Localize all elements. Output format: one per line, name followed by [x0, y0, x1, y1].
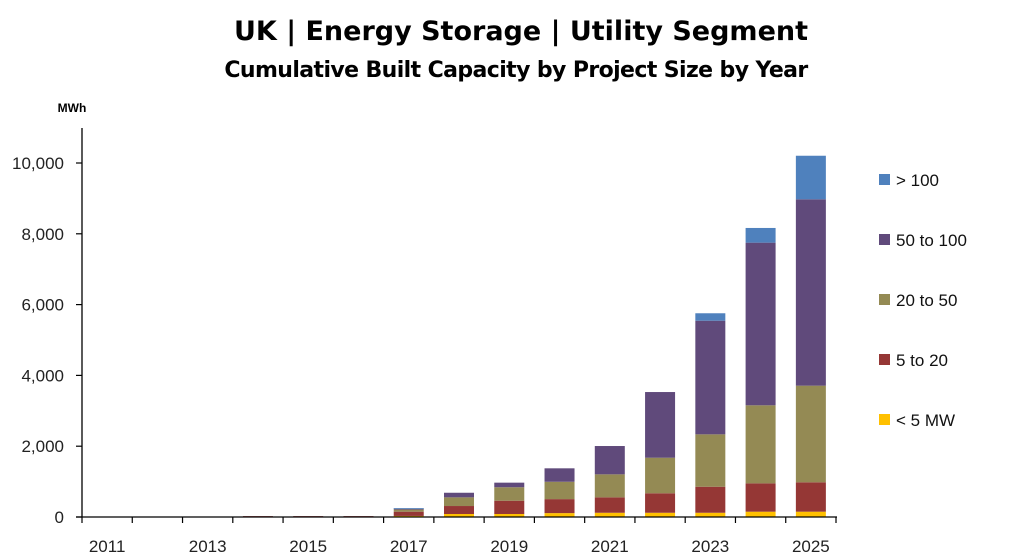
x-tick-label: 2015	[289, 537, 327, 556]
bar-segment-2017-3	[393, 508, 424, 510]
bar-segment-2022-1	[645, 493, 676, 513]
bar-segment-2017-2	[393, 509, 424, 512]
bar-segment-2025-4	[795, 155, 826, 200]
legend-swatch	[879, 414, 890, 425]
legend-item: 5 to 20	[879, 351, 948, 370]
bar-segment-2018-0	[444, 513, 474, 517]
y-ticks-group: 0 2,000 4,000 6,000 8,000 10,000	[12, 154, 82, 527]
bar-segment-2023-0	[695, 512, 726, 517]
bar-segment-2021-3	[594, 446, 625, 475]
bars-group	[242, 155, 826, 517]
bar-segment-2024-0	[745, 511, 776, 517]
bar-segment-2022-2	[645, 457, 676, 494]
bar-segment-2025-0	[795, 511, 826, 517]
bar-segment-2020-0	[544, 513, 575, 517]
x-tick-label: 2019	[490, 537, 528, 556]
bar-segment-2023-2	[695, 434, 726, 487]
y-tick-label: 2,000	[21, 437, 64, 456]
legend-label: 20 to 50	[896, 291, 957, 310]
bar-segment-2024-1	[745, 483, 776, 512]
x-tick-label: 2013	[189, 537, 227, 556]
bar-segment-2019-0	[494, 513, 525, 517]
bar-segment-2025-3	[795, 199, 826, 386]
bar-segment-2017-4	[393, 508, 424, 509]
bar-segment-2018-3	[444, 492, 474, 498]
legend-swatch	[879, 234, 890, 245]
y-tick-label: 10,000	[12, 154, 64, 173]
bar-segment-2022-3	[645, 392, 676, 458]
x-tick-label: 2011	[89, 537, 126, 556]
bar-segment-2021-0	[594, 512, 625, 517]
legend-label: > 100	[896, 171, 939, 190]
axes-group	[76, 128, 837, 518]
bar-segment-2021-2	[594, 474, 625, 498]
bar-segment-2017-1	[393, 511, 424, 516]
x-tick-label: 2017	[390, 537, 428, 556]
bar-segment-2019-2	[494, 487, 525, 501]
legend-label: 50 to 100	[896, 231, 967, 250]
x-ticks-group: 2011 2013 2015 2017 2019 2021 2023 2025	[81, 517, 837, 556]
bar-segment-2023-3	[695, 320, 726, 435]
chart-title: UK | Energy Storage | Utility Segment	[234, 16, 808, 47]
bar-segment-2025-1	[795, 482, 826, 512]
legend-swatch	[879, 354, 890, 365]
y-tick-label: 0	[55, 508, 64, 527]
bar-segment-2018-2	[444, 497, 474, 507]
y-tick-label: 6,000	[21, 296, 64, 315]
chart-subtitle: Cumulative Built Capacity by Project Siz…	[224, 58, 808, 83]
legend-label: 5 to 20	[896, 351, 948, 370]
bar-segment-2021-1	[594, 497, 625, 513]
bar-segment-2020-3	[544, 468, 575, 482]
bar-segment-2019-3	[494, 482, 525, 488]
bar-segment-2023-1	[695, 486, 726, 513]
bar-segment-2019-1	[494, 500, 525, 514]
legend-swatch	[879, 174, 890, 185]
bar-segment-2025-2	[795, 385, 826, 483]
legend-item: < 5 MW	[879, 411, 955, 430]
x-tick-label: 2025	[792, 537, 830, 556]
x-tick-label: 2023	[691, 537, 729, 556]
legend-item: 20 to 50	[879, 291, 957, 310]
legend-item: 50 to 100	[879, 231, 967, 250]
bar-segment-2024-3	[745, 242, 776, 406]
bar-segment-2022-0	[645, 512, 676, 517]
bar-segment-2020-2	[544, 481, 575, 500]
y-tick-label: 4,000	[21, 366, 64, 385]
bar-segment-2024-4	[745, 227, 776, 243]
bar-segment-2023-4	[695, 313, 726, 321]
legend-item: > 100	[879, 171, 939, 190]
y-tick-label: 8,000	[21, 225, 64, 244]
bar-segment-2024-2	[745, 405, 776, 484]
bar-segment-2020-1	[544, 499, 575, 514]
bar-segment-2018-1	[444, 506, 474, 514]
y-axis-unit-label: MWh	[58, 101, 87, 115]
x-tick-label: 2021	[591, 537, 629, 556]
legend: > 100 50 to 100 20 to 50 5 to 20 < 5 MW	[879, 171, 967, 430]
legend-swatch	[879, 294, 890, 305]
legend-label: < 5 MW	[896, 411, 955, 430]
